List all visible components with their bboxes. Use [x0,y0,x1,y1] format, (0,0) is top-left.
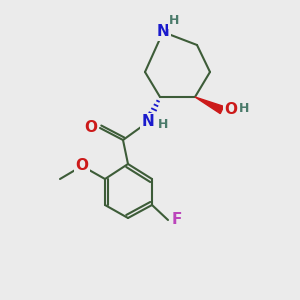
Text: H: H [158,118,168,131]
Text: O: O [85,119,98,134]
Text: F: F [172,212,182,227]
Text: H: H [169,14,179,28]
Text: H: H [239,101,249,115]
Text: N: N [142,115,154,130]
Text: N: N [157,25,169,40]
Text: O: O [76,158,88,173]
Text: O: O [224,103,238,118]
Polygon shape [195,97,224,114]
